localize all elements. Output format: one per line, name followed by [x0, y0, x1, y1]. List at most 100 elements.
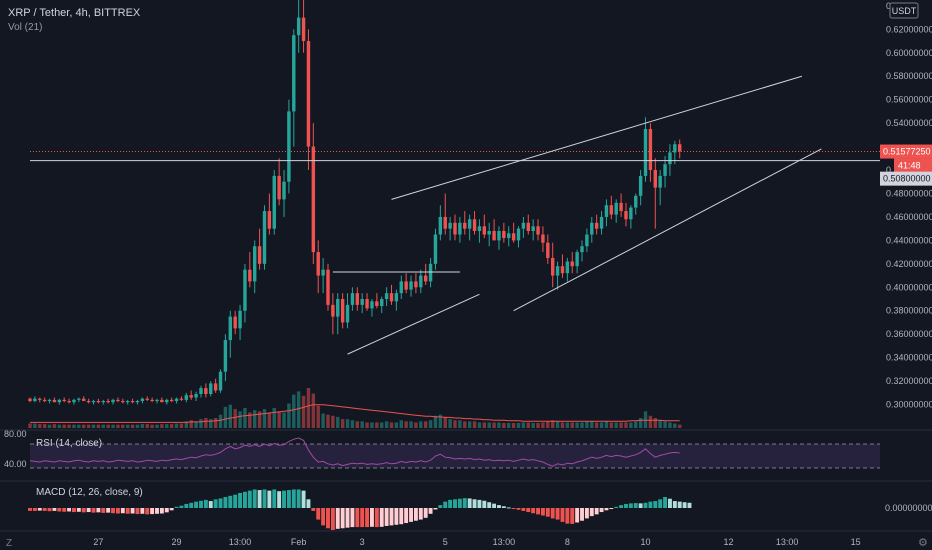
volume-bar	[448, 419, 452, 428]
macd-histogram-bar	[174, 506, 179, 508]
macd-histogram-bar	[326, 508, 330, 529]
candle	[77, 398, 81, 400]
macd-histogram-bar	[47, 508, 52, 512]
macd-histogram-bar	[555, 508, 560, 520]
macd-histogram-bar	[96, 508, 101, 513]
macd-histogram-bar	[633, 503, 638, 508]
price-tick-label: 0.46000000	[886, 212, 932, 222]
macd-histogram-bar	[433, 508, 438, 510]
candle	[526, 222, 530, 232]
macd-histogram-bar	[394, 508, 399, 525]
candle	[384, 293, 389, 300]
volume-bar	[507, 423, 511, 428]
candle	[47, 399, 52, 402]
volume-bar	[497, 422, 501, 428]
candle	[575, 252, 579, 267]
volume-bar	[47, 424, 52, 428]
settings-gear-icon[interactable]: ⚙	[918, 537, 928, 549]
candle	[594, 222, 599, 229]
volume-bar	[331, 415, 335, 428]
macd-histogram-bar	[91, 508, 96, 513]
time-tick-label: 10	[641, 537, 651, 547]
volume-bar	[668, 422, 672, 428]
candle	[301, 17, 306, 42]
price-tick-label: 0.36000000	[886, 329, 932, 339]
candle	[218, 371, 223, 391]
time-axis[interactable]: 27 29 13:00 Feb 3 5 13:00 8 10 12 13:00 15	[93, 537, 860, 547]
price-tick-label: 0.44000000	[886, 235, 932, 245]
volume-bar	[262, 409, 267, 428]
macd-histogram-bar	[462, 498, 467, 508]
candle	[668, 152, 672, 165]
candle	[204, 388, 208, 394]
svg-text:USDT: USDT	[892, 6, 917, 16]
macd-label: MACD (12, 26, close, 9)	[36, 487, 143, 498]
volume-bar	[184, 421, 189, 428]
candle	[648, 128, 653, 171]
candle	[467, 219, 472, 229]
volume-bar	[658, 420, 662, 428]
macd-histogram-bar	[321, 508, 326, 526]
volume-bar	[52, 424, 57, 428]
candle	[570, 261, 574, 267]
candle	[282, 181, 286, 200]
volume-bar	[345, 419, 350, 428]
macd-histogram-bar	[242, 491, 247, 508]
candle	[292, 35, 296, 112]
candle	[536, 226, 540, 235]
macd-zero-label: 0.00000000	[885, 503, 932, 513]
price-tick-label: 0.56000000	[886, 95, 932, 105]
candle	[350, 293, 355, 305]
macd-pane[interactable]	[28, 489, 692, 530]
volume-bar	[257, 411, 262, 428]
price-pane[interactable]	[0, 0, 932, 532]
candle	[404, 281, 408, 290]
volume-bar	[106, 424, 110, 428]
candle	[116, 399, 120, 402]
candle	[419, 275, 423, 288]
candle	[199, 388, 203, 394]
rsi-pane[interactable]	[29, 437, 880, 469]
candle	[380, 299, 384, 307]
candle	[33, 398, 37, 402]
price-tick-label: 0.62000000	[886, 24, 932, 34]
macd-histogram-bar	[628, 503, 633, 508]
candle	[482, 226, 487, 235]
macd-histogram-bar	[472, 499, 477, 508]
volume-bar	[643, 411, 648, 428]
macd-histogram-bar	[311, 508, 316, 511]
candle	[643, 128, 648, 176]
candle	[140, 398, 145, 402]
macd-histogram-bar	[677, 501, 682, 508]
candle	[189, 395, 193, 398]
macd-histogram-bar	[389, 508, 394, 526]
macd-histogram-bar	[653, 501, 658, 508]
candle	[463, 222, 467, 229]
zoom-icon[interactable]: Z	[6, 538, 12, 549]
candle	[428, 263, 433, 282]
candle	[223, 340, 228, 372]
currency-badge[interactable]: USDT	[889, 2, 919, 19]
candle	[423, 275, 428, 282]
volume-bar	[311, 393, 316, 428]
volume-bar	[150, 424, 154, 428]
volume-bar	[253, 410, 257, 428]
macd-histogram-bar	[448, 499, 453, 508]
macd-histogram-bar	[663, 497, 668, 508]
volume-bar	[487, 422, 491, 428]
volume-bar	[609, 422, 614, 428]
volume-bar	[42, 424, 47, 428]
macd-histogram-bar	[619, 505, 624, 508]
volume-bar	[467, 421, 472, 428]
macd-histogram-bar	[643, 502, 648, 508]
macd-histogram-bar	[589, 508, 594, 517]
macd-histogram-bar	[125, 508, 130, 514]
volume-bar	[111, 424, 115, 428]
volume-bar	[282, 412, 286, 428]
candle	[145, 398, 149, 400]
time-tick-label: 5	[443, 537, 448, 547]
candle	[609, 205, 614, 215]
volume-bar	[375, 422, 379, 428]
time-tick-label: 27	[93, 537, 103, 547]
